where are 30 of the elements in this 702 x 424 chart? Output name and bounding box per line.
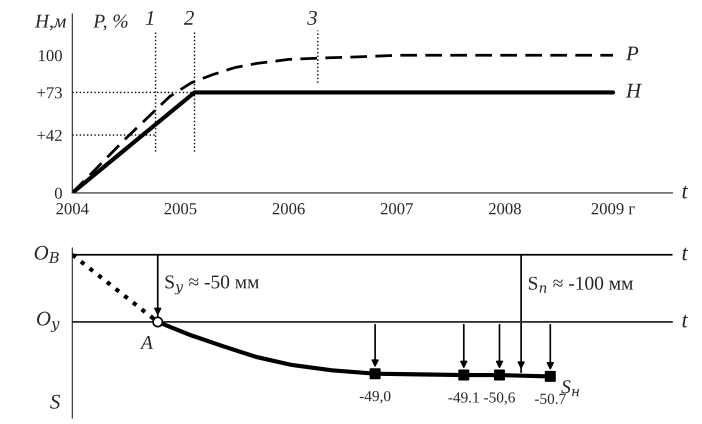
x-axis-title: t	[682, 186, 688, 198]
annotation: -49.1	[448, 392, 479, 403]
annotation: 3	[307, 10, 317, 25]
annotation: 1	[146, 10, 154, 25]
x-tick-label: 2007	[380, 203, 413, 214]
x-tick-label: 2004	[56, 203, 89, 214]
annotation: A	[140, 336, 153, 349]
x-tick-label: 2009 г	[592, 203, 635, 214]
y-tick-label: +73	[37, 87, 62, 98]
annotation: -49,0	[360, 390, 390, 404]
series-label: P	[626, 46, 638, 60]
annotation: 2	[184, 10, 194, 25]
annotation: P, %	[93, 14, 128, 30]
series-label: H	[626, 84, 642, 98]
y-axis-title: S	[50, 394, 60, 409]
ref-line-label: S$_{у}$ ≈ -50 мм	[166, 275, 259, 294]
text: t	[682, 314, 688, 328]
y-tick-label: +42	[37, 130, 62, 141]
annotation: -50,6	[484, 392, 515, 405]
y-tick-label: 100	[39, 50, 62, 62]
x-tick-label: 2005	[164, 203, 196, 214]
ref-line-label: S$_{п}$ ≈ -100 мм	[528, 276, 633, 293]
ref-line-label: O$_{В}$	[34, 246, 59, 263]
y-tick-label: 0	[54, 188, 62, 199]
x-tick-label: 2006	[272, 203, 305, 214]
y-axis-title: H,м	[34, 14, 66, 30]
annotation: -50.7	[534, 394, 566, 404]
x-tick-label: 2008	[488, 203, 521, 214]
ref-line-label: O$_{у}$	[36, 312, 60, 332]
x-axis-title: t	[682, 248, 688, 260]
